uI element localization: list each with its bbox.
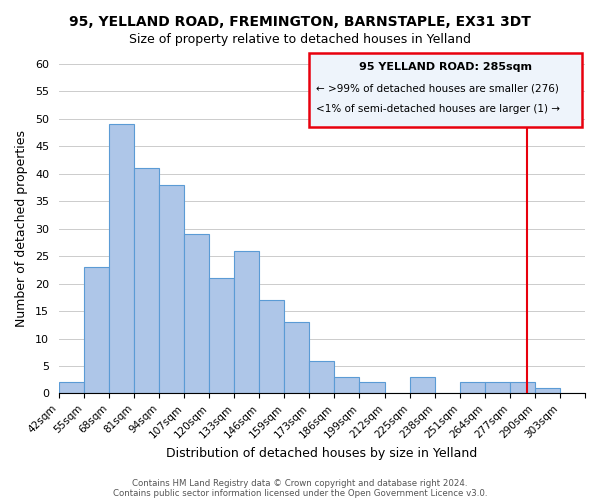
Bar xyxy=(359,382,385,394)
Text: <1% of semi-detached houses are larger (1) →: <1% of semi-detached houses are larger (… xyxy=(316,104,560,114)
Bar xyxy=(510,382,535,394)
Text: Size of property relative to detached houses in Yelland: Size of property relative to detached ho… xyxy=(129,32,471,46)
Bar xyxy=(184,234,209,394)
Bar xyxy=(284,322,310,394)
Text: ← >99% of detached houses are smaller (276): ← >99% of detached houses are smaller (2… xyxy=(316,84,559,94)
Bar xyxy=(310,360,334,394)
Bar xyxy=(460,382,485,394)
Text: 95 YELLAND ROAD: 285sqm: 95 YELLAND ROAD: 285sqm xyxy=(359,62,532,72)
Text: Contains public sector information licensed under the Open Government Licence v3: Contains public sector information licen… xyxy=(113,488,487,498)
Bar xyxy=(109,124,134,394)
Bar xyxy=(535,388,560,394)
Text: Contains HM Land Registry data © Crown copyright and database right 2024.: Contains HM Land Registry data © Crown c… xyxy=(132,478,468,488)
Bar xyxy=(59,382,84,394)
Text: 95, YELLAND ROAD, FREMINGTON, BARNSTAPLE, EX31 3DT: 95, YELLAND ROAD, FREMINGTON, BARNSTAPLE… xyxy=(69,15,531,29)
Bar xyxy=(134,168,159,394)
Bar xyxy=(410,377,434,394)
Bar xyxy=(485,382,510,394)
Bar xyxy=(259,300,284,394)
X-axis label: Distribution of detached houses by size in Yelland: Distribution of detached houses by size … xyxy=(166,447,478,460)
Bar xyxy=(234,250,259,394)
Bar xyxy=(159,185,184,394)
Bar xyxy=(84,267,109,394)
Bar xyxy=(209,278,234,394)
Y-axis label: Number of detached properties: Number of detached properties xyxy=(15,130,28,327)
Bar xyxy=(334,377,359,394)
